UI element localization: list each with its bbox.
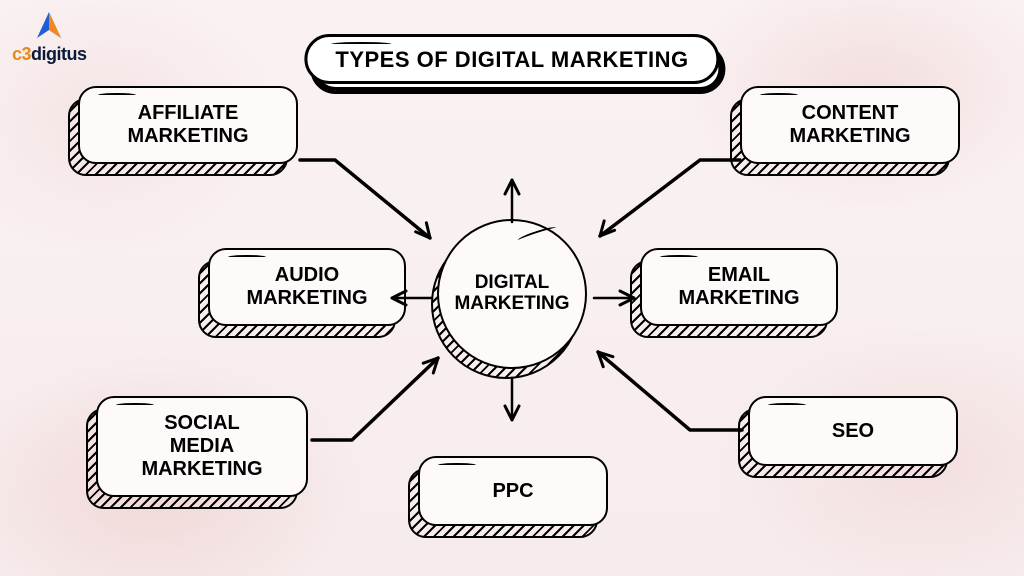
node-seo-label: SEO — [832, 420, 874, 443]
node-social-label: SOCIALMEDIAMARKETING — [141, 412, 262, 481]
node-email-label: EMAILMARKETING — [678, 264, 799, 310]
node-social: SOCIALMEDIAMARKETING — [96, 396, 308, 497]
node-ppc-label: PPC — [492, 480, 533, 503]
diagram-title-text: TYPES OF DIGITAL MARKETING — [335, 47, 688, 72]
center-node-label: DIGITAL MARKETING — [454, 273, 569, 315]
center-node: DIGITAL MARKETING — [437, 219, 587, 369]
diagram-title: TYPES OF DIGITAL MARKETING — [304, 34, 719, 84]
node-content: CONTENTMARKETING — [740, 86, 960, 164]
node-seo: SEO — [748, 396, 958, 466]
node-content-label: CONTENTMARKETING — [789, 102, 910, 148]
node-affiliate: AFFILIATEMARKETING — [78, 86, 298, 164]
node-email: EMAILMARKETING — [640, 248, 838, 326]
node-audio-label: AUDIOMARKETING — [246, 264, 367, 310]
node-affiliate-label: AFFILIATEMARKETING — [127, 102, 248, 148]
node-ppc: PPC — [418, 456, 608, 526]
node-audio: AUDIOMARKETING — [208, 248, 406, 326]
